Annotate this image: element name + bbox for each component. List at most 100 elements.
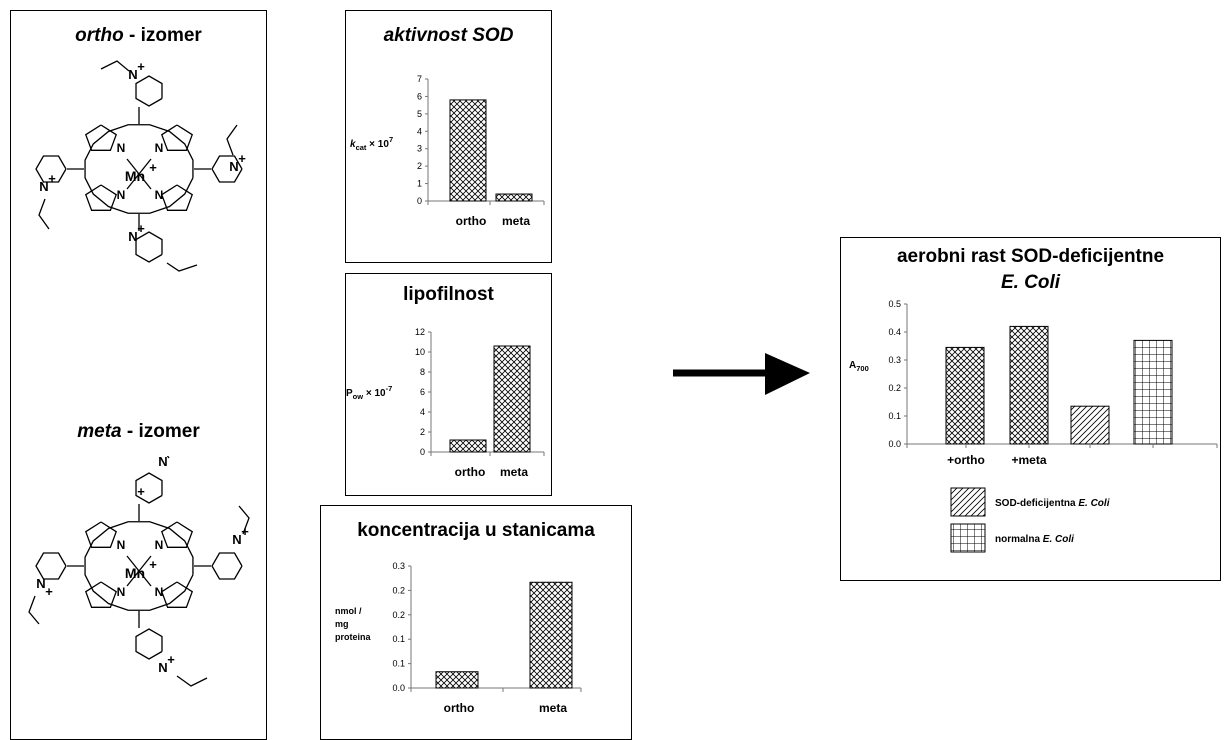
y-tick-label: 0.2 bbox=[392, 610, 405, 620]
atom-label: + bbox=[48, 171, 56, 186]
legend-item: SOD-deficijentna E. Coli bbox=[950, 487, 1110, 517]
bar bbox=[449, 439, 487, 453]
y-axis bbox=[425, 78, 429, 202]
legend-label: normalna E. Coli bbox=[995, 534, 1074, 545]
y-tick-label: 10 bbox=[415, 347, 425, 357]
y-tick-label: 0.1 bbox=[392, 634, 405, 644]
lipophilicity-chart: 0 2 4 6 8 10 12 ortho meta Pow × 10-7 bbox=[346, 327, 545, 479]
atom-label: + bbox=[137, 59, 145, 74]
category-label: ortho bbox=[444, 701, 475, 715]
atom-label: N bbox=[155, 141, 164, 155]
y-tick-label: 0.1 bbox=[392, 659, 405, 669]
atom-label: + bbox=[45, 584, 53, 599]
category-label: meta bbox=[539, 701, 567, 715]
legend-label: SOD-deficijentna E. Coli bbox=[995, 498, 1110, 509]
bar bbox=[1133, 339, 1173, 445]
category-label: ortho bbox=[456, 214, 487, 228]
result-arrow bbox=[673, 353, 810, 395]
y-tick-label: 6 bbox=[420, 387, 425, 397]
isomer-panel: ortho - izomer N N N N Mn + N + N + N + N + meta - iz… bbox=[10, 10, 267, 740]
y-tick-label: 0.4 bbox=[888, 327, 901, 337]
bar bbox=[495, 193, 533, 202]
y-tick-label: 1 bbox=[417, 179, 422, 189]
growth-chart-title-line2: E. Coli bbox=[1000, 272, 1061, 293]
bar bbox=[945, 346, 985, 445]
atom-label: + bbox=[238, 151, 246, 166]
lipophilicity-chart-title: lipofilnost bbox=[403, 284, 494, 305]
aerobic-growth-chart: 0.0 0.1 0.2 0.3 0.4 0.5 +ortho +meta A700 SOD-def… bbox=[849, 299, 1218, 553]
category-label: meta bbox=[500, 465, 528, 479]
atom-label: + bbox=[137, 484, 145, 499]
y-tick-label: 2 bbox=[420, 427, 425, 437]
y-tick-label: 8 bbox=[420, 367, 425, 377]
atom-label: + bbox=[241, 524, 249, 539]
atom-label: N bbox=[117, 585, 126, 599]
bar bbox=[529, 581, 573, 689]
atom-label: N bbox=[117, 188, 126, 202]
y-tick-label: 0.1 bbox=[888, 411, 901, 421]
bar bbox=[449, 99, 487, 202]
lipophilicity-panel: lipofilnost 0 2 4 6 8 10 12 ortho meta Pow × 10-7 bbox=[345, 273, 552, 496]
y-tick-label: 3 bbox=[417, 144, 422, 154]
atom-label: N bbox=[36, 576, 45, 591]
legend-swatch bbox=[950, 523, 986, 553]
concentration-chart-title: koncentracija u stanicama bbox=[357, 520, 595, 541]
y-tick-label: 0.2 bbox=[392, 585, 405, 595]
atom-label: N bbox=[117, 538, 126, 552]
legend-swatch bbox=[950, 487, 986, 517]
y-axis bbox=[428, 331, 432, 453]
category-label: +ortho bbox=[947, 453, 985, 467]
y-axis-label: Pow × 10-7 bbox=[346, 384, 392, 401]
atom-label: + bbox=[149, 557, 157, 572]
y-tick-label: 0.5 bbox=[888, 299, 901, 309]
y-tick-label: 4 bbox=[420, 407, 425, 417]
atom-label: N bbox=[155, 585, 164, 599]
category-label: ortho bbox=[455, 465, 486, 479]
sod-chart-title: aktivnost SOD bbox=[383, 25, 514, 46]
y-tick-label: 0 bbox=[420, 447, 425, 457]
y-tick-label: 7 bbox=[417, 74, 422, 84]
atom-label: + bbox=[149, 160, 157, 175]
sod-activity-chart: 0 1 2 3 4 5 6 7 ortho meta kcat × 107 bbox=[350, 74, 545, 228]
growth-chart-title-line1: aerobni rast SOD-deficijentne bbox=[896, 246, 1165, 267]
meta-isomer-structure: N NN NMn+N+N+N+N+ bbox=[28, 456, 250, 687]
ortho-isomer-structure: N NN NMn+N+N+N+N+ bbox=[35, 59, 246, 272]
atom-label: N bbox=[39, 179, 48, 194]
y-tick-label: 0.3 bbox=[888, 355, 901, 365]
bar bbox=[1070, 405, 1110, 445]
aerobic-growth-panel: aerobni rast SOD-deficijentne E. Coli 0.… bbox=[840, 237, 1221, 581]
bar bbox=[435, 671, 479, 689]
concentration-panel: koncentracija u stanicama 0.0 0.1 0.1 0.2 0.… bbox=[320, 505, 632, 740]
y-tick-label: 0.0 bbox=[888, 439, 901, 449]
y-tick-label: 12 bbox=[415, 327, 425, 337]
y-tick-label: 0.0 bbox=[392, 683, 405, 693]
atom-label: N bbox=[232, 532, 241, 547]
y-axis bbox=[408, 565, 412, 689]
y-tick-label: 0 bbox=[417, 196, 422, 206]
y-tick-label: 4 bbox=[417, 126, 422, 136]
legend-item: normalna E. Coli bbox=[950, 523, 1074, 553]
y-axis bbox=[904, 303, 908, 445]
y-axis-label: nmol / bbox=[335, 606, 362, 616]
y-tick-label: 0.2 bbox=[888, 383, 901, 393]
atom-label: N bbox=[117, 141, 126, 155]
y-tick-label: 6 bbox=[417, 91, 422, 101]
atom-label: N bbox=[158, 456, 167, 469]
category-label: meta bbox=[502, 214, 530, 228]
sod-activity-panel: aktivnost SOD 0 1 2 3 4 5 6 7 ortho meta kcat × 10… bbox=[345, 10, 552, 263]
y-axis-label: kcat × 107 bbox=[350, 135, 393, 152]
atom-label: N bbox=[128, 67, 137, 82]
atom-label: + bbox=[137, 221, 145, 236]
y-tick-label: 5 bbox=[417, 109, 422, 119]
atom-label: + bbox=[167, 652, 175, 667]
y-tick-label: 0.3 bbox=[392, 561, 405, 571]
concentration-chart: 0.0 0.1 0.1 0.2 0.2 0.3 ortho meta nmol / mg prote… bbox=[335, 561, 582, 715]
atom-label: N bbox=[158, 660, 167, 675]
bar bbox=[1009, 325, 1049, 445]
y-axis-label: A700 bbox=[849, 360, 869, 373]
atom-label: Mn bbox=[125, 168, 145, 184]
y-axis-label: proteina bbox=[335, 632, 371, 642]
atom-label: N bbox=[155, 188, 164, 202]
atom-label: N bbox=[155, 538, 164, 552]
y-tick-label: 2 bbox=[417, 161, 422, 171]
